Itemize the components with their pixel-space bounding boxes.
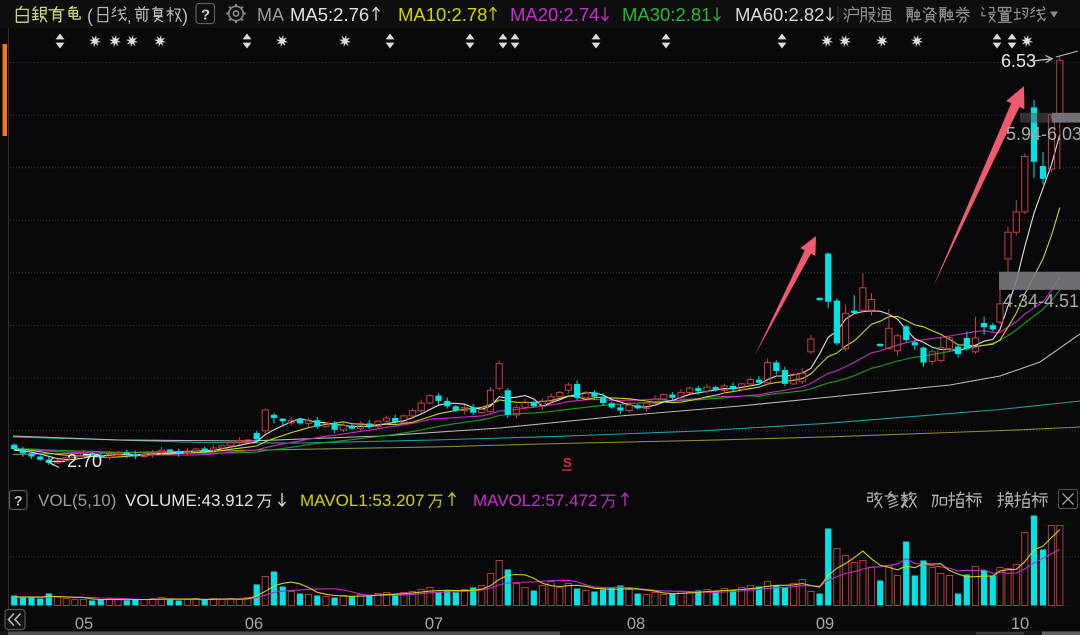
- svg-text:MA10:2.78: MA10:2.78: [398, 4, 487, 25]
- svg-text:,: ,: [127, 9, 131, 26]
- svg-text:4.34-4.51: 4.34-4.51: [1003, 291, 1079, 311]
- svg-text:?: ?: [201, 7, 210, 24]
- svg-text:09: 09: [816, 615, 834, 633]
- svg-text:MA30:2.81: MA30:2.81: [622, 4, 711, 25]
- svg-text:07: 07: [425, 615, 443, 633]
- svg-text:08: 08: [627, 615, 645, 633]
- svg-text:VOL(5,10): VOL(5,10): [38, 491, 116, 510]
- svg-text:06: 06: [245, 615, 263, 633]
- svg-text:(: (: [87, 6, 93, 26]
- svg-text:VOLUME:43.912: VOLUME:43.912: [125, 491, 254, 510]
- svg-text:5.94-6.03: 5.94-6.03: [1006, 124, 1080, 144]
- svg-text:S: S: [563, 455, 572, 470]
- svg-text:05: 05: [75, 615, 93, 633]
- svg-text:MA5:2.76: MA5:2.76: [290, 4, 369, 25]
- svg-text:10: 10: [1011, 615, 1029, 633]
- svg-text:): ): [182, 6, 188, 26]
- svg-text:MA20:2.74: MA20:2.74: [510, 4, 599, 25]
- svg-text:?: ?: [14, 493, 23, 509]
- svg-text:6.53: 6.53: [1001, 51, 1036, 71]
- svg-text:MA: MA: [257, 5, 284, 25]
- svg-text:MA60:2.82: MA60:2.82: [735, 4, 824, 25]
- svg-text:2.70: 2.70: [67, 451, 102, 471]
- svg-text:MAVOL1:53.207: MAVOL1:53.207: [300, 491, 424, 510]
- svg-text:MAVOL2:57.472: MAVOL2:57.472: [473, 491, 597, 510]
